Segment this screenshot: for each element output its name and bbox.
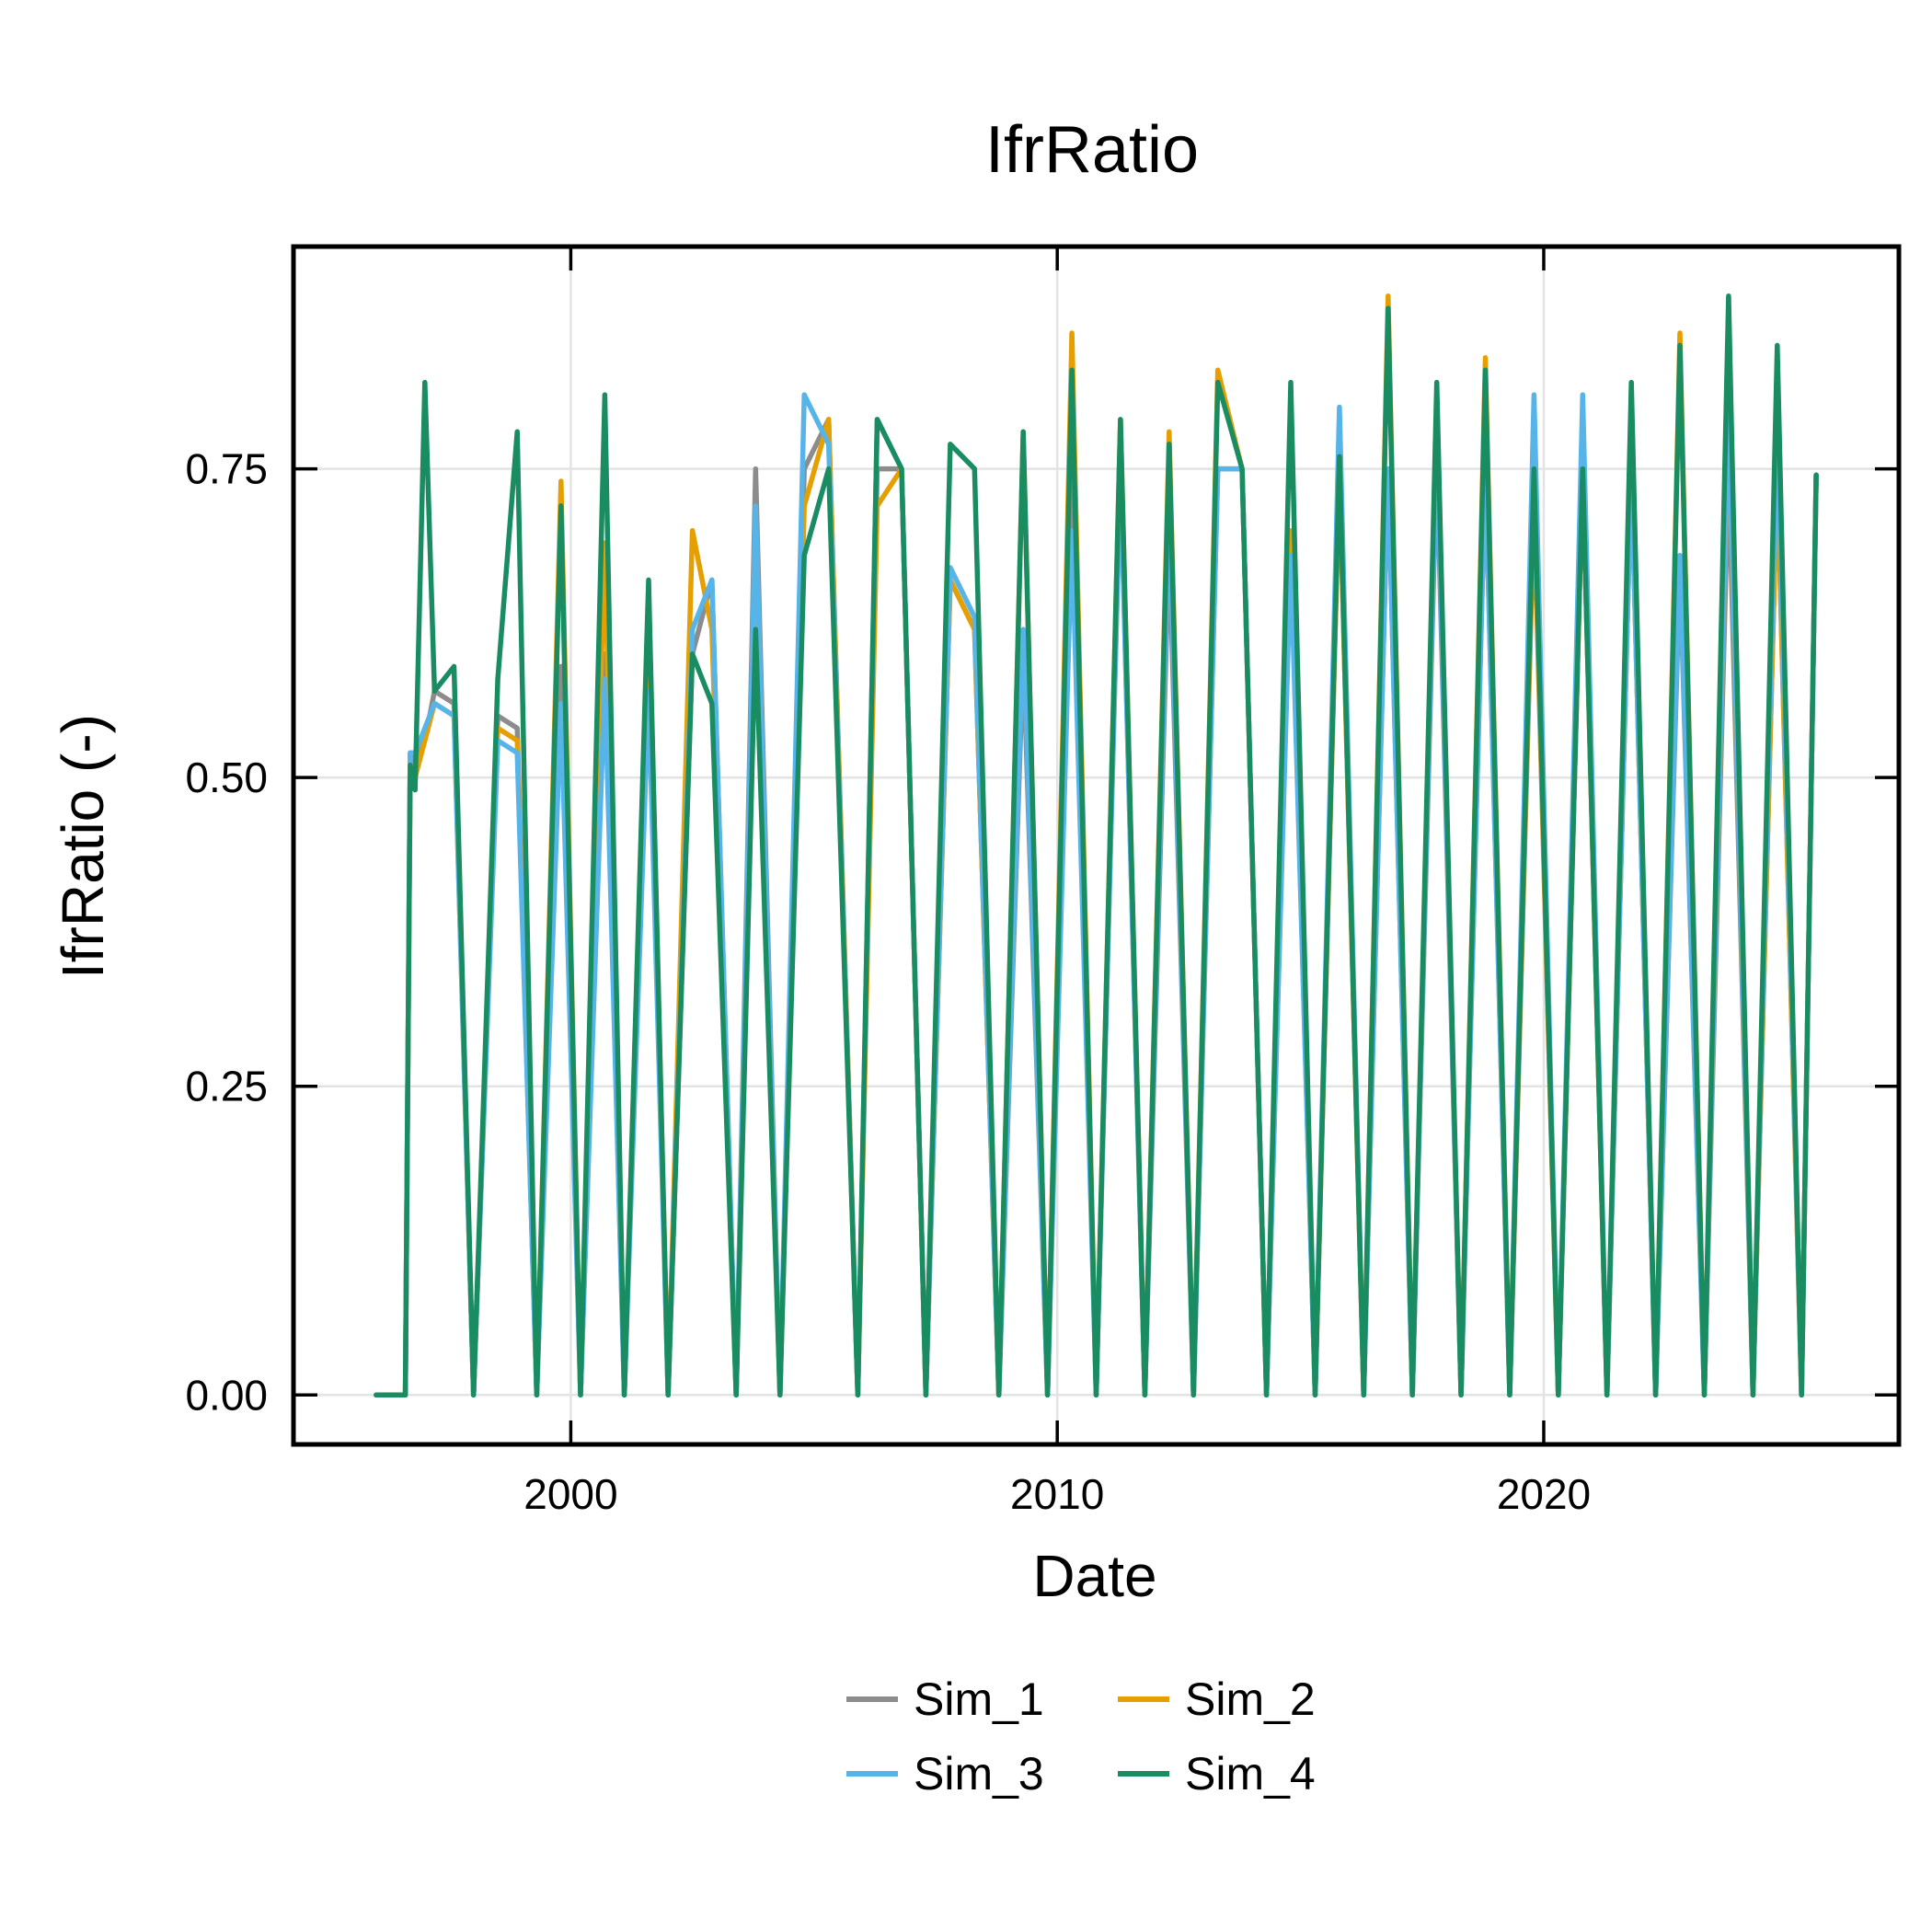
y-tick-label: 0.75	[185, 445, 268, 493]
legend-label: Sim_4	[1185, 1748, 1316, 1800]
chart-title: IfrRatio	[985, 113, 1199, 187]
legend-item-sim-2: Sim_2	[1118, 1673, 1316, 1725]
y-axis-title: IfrRatio (-)	[50, 714, 116, 979]
legend-item-sim-1: Sim_1	[846, 1673, 1044, 1725]
x-tick-label: 2010	[1010, 1470, 1104, 1518]
series-line-sim-4	[374, 293, 1819, 1398]
plot-frame	[291, 244, 1902, 1447]
y-tick-label: 0.50	[185, 753, 268, 801]
x-tick-label: 2000	[523, 1470, 617, 1518]
series-layer	[374, 293, 1819, 1398]
legend-label: Sim_2	[1185, 1673, 1316, 1725]
x-axis-title: Date	[1032, 1543, 1156, 1609]
tick-layer: 0.00 0.25 0.50 0.75 2000 2010 2020	[185, 247, 1899, 1518]
legend-label: Sim_1	[914, 1673, 1044, 1725]
legend-item-sim-3: Sim_3	[846, 1748, 1044, 1800]
legend-item-sim-4: Sim_4	[1118, 1748, 1316, 1800]
legend: Sim_1 Sim_2 Sim_3 Sim_4	[846, 1673, 1316, 1800]
y-tick-label: 0.25	[185, 1063, 268, 1110]
x-tick-label: 2020	[1497, 1470, 1591, 1518]
legend-label: Sim_3	[914, 1748, 1044, 1800]
y-tick-label: 0.00	[185, 1371, 268, 1419]
